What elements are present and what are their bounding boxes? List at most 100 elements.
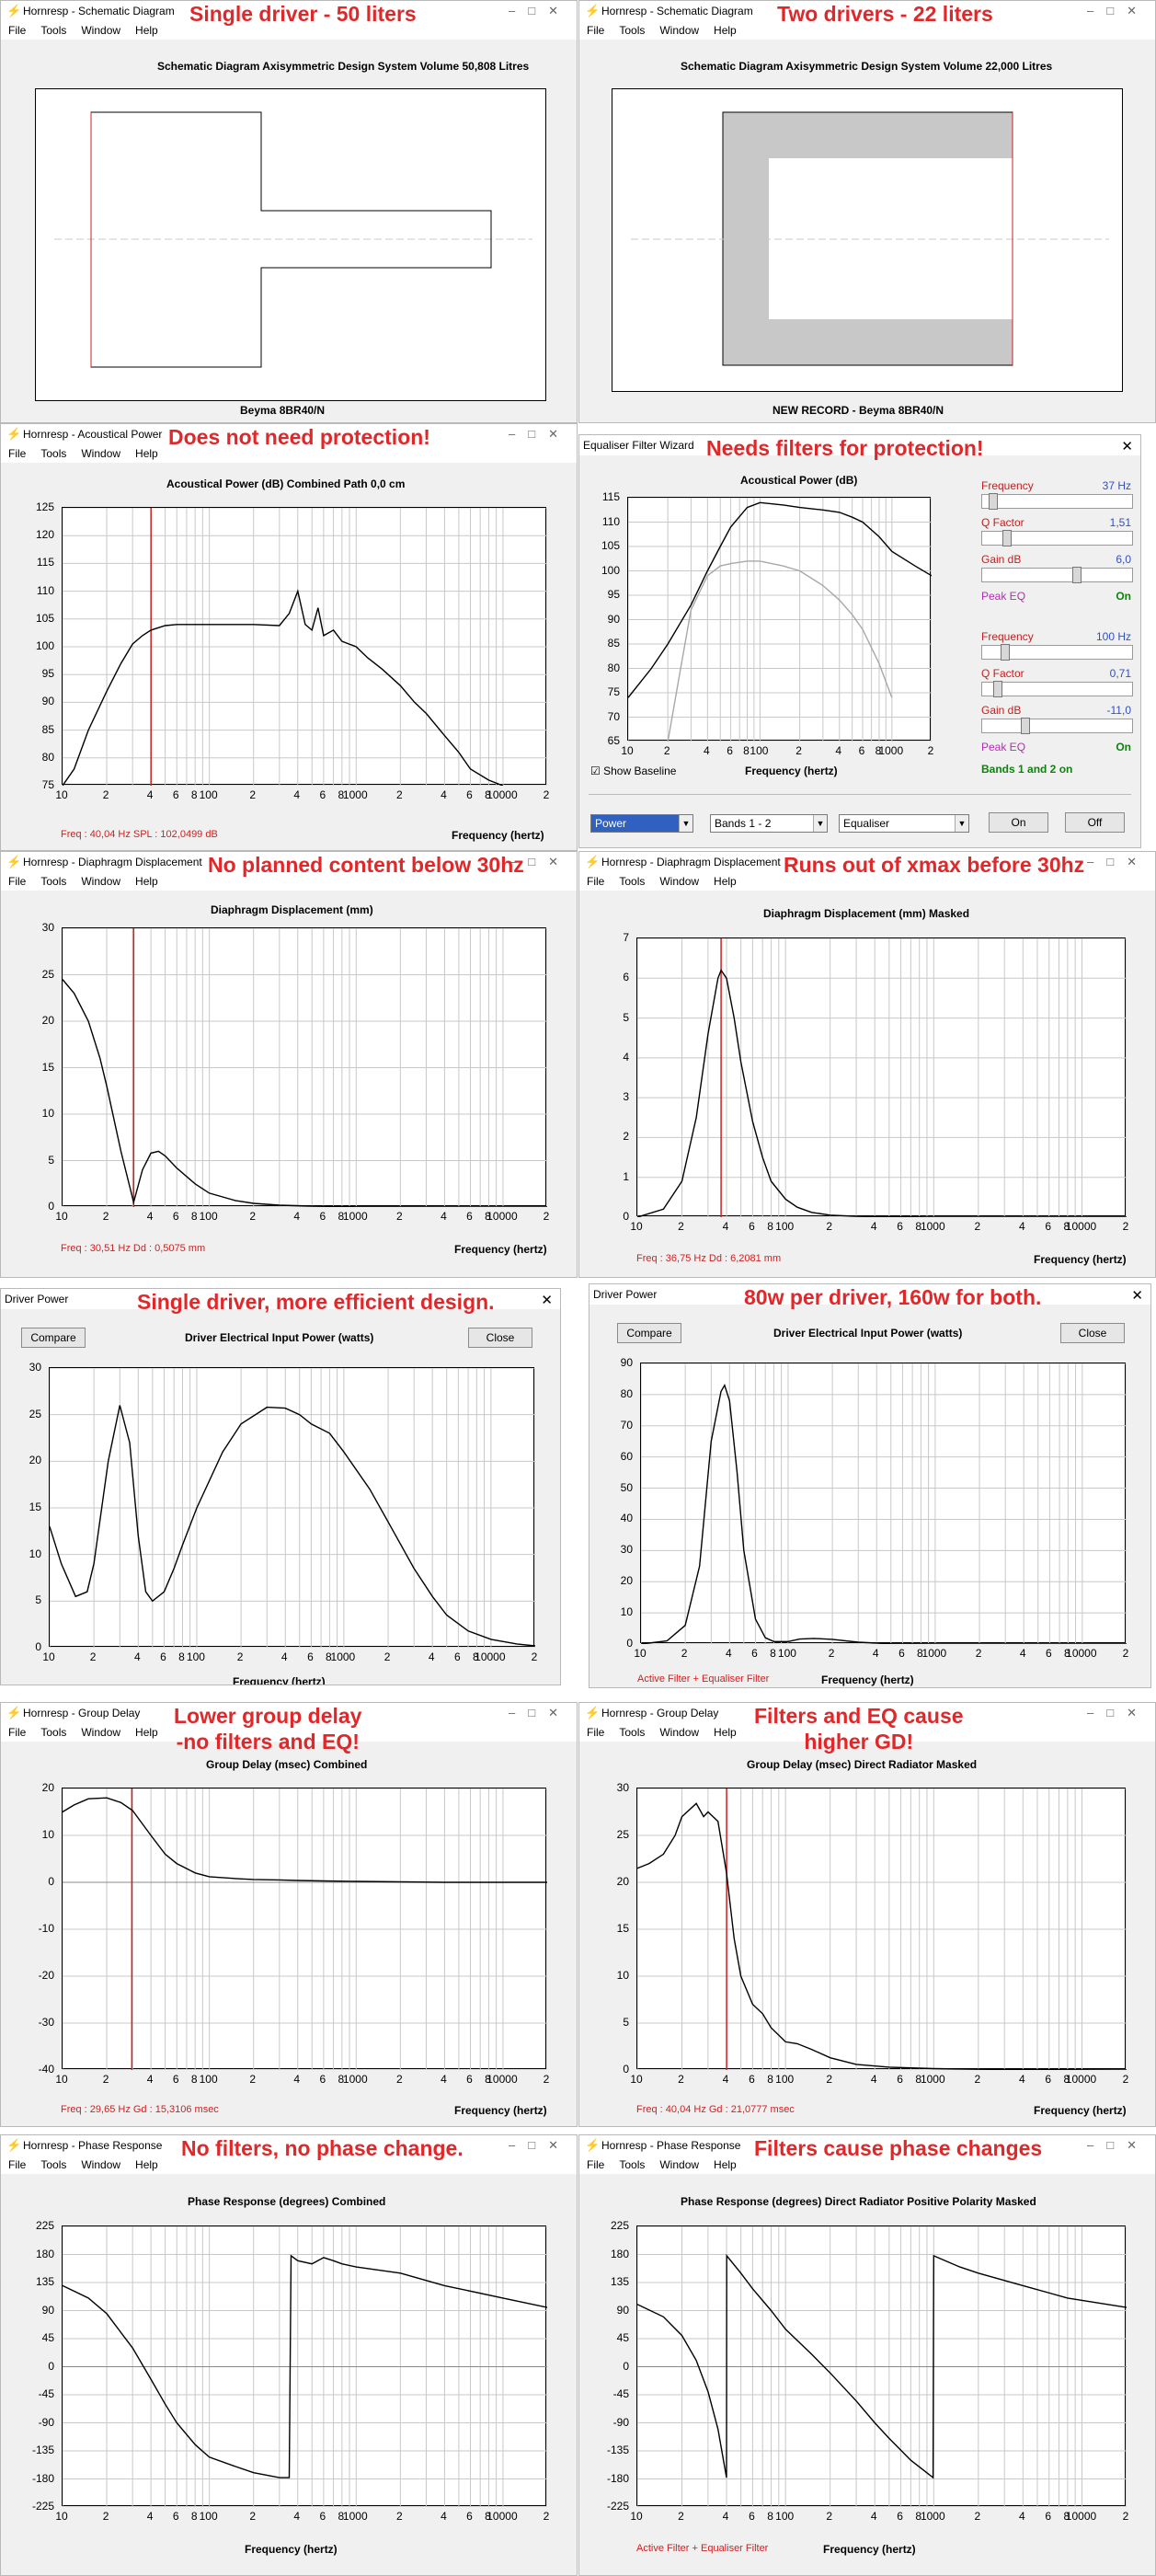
y-tick-label: 45	[616, 2331, 629, 2344]
band1-gain-slider[interactable]	[981, 567, 1133, 583]
menu-file[interactable]: File	[587, 2158, 605, 2171]
menu-bar: File Tools Window Help	[579, 21, 1155, 40]
menu-tools[interactable]: Tools	[40, 24, 67, 37]
x-tick-label: 8	[767, 2073, 773, 2086]
menu-file[interactable]: File	[8, 24, 27, 37]
close-button[interactable]: Close	[468, 1328, 532, 1348]
menu-file[interactable]: File	[8, 2158, 27, 2171]
menu-window[interactable]: Window	[659, 2158, 700, 2171]
window-buttons[interactable]: –□✕	[509, 1706, 571, 1719]
window-buttons[interactable]: –□✕	[1087, 2138, 1150, 2152]
on-button[interactable]: On	[989, 812, 1048, 833]
title-bar: Driver Power ✕	[1, 1289, 560, 1309]
menu-window[interactable]: Window	[81, 24, 121, 37]
speaker-icon: ⚡	[6, 855, 22, 868]
menu-window[interactable]: Window	[659, 1726, 700, 1739]
band1-frequency-slider[interactable]	[981, 493, 1133, 510]
window-buttons[interactable]: –□✕	[1087, 1706, 1150, 1719]
x-tick-label: 2	[663, 744, 670, 757]
x-tick-label: 100	[777, 1647, 796, 1660]
menu-file[interactable]: File	[8, 1726, 27, 1739]
title-bar: ⚡ Hornresp - Acoustical Power –□✕	[1, 424, 577, 444]
menu-file[interactable]: File	[587, 875, 605, 888]
x-tick-label: 2	[249, 2073, 257, 2086]
plot-area	[62, 927, 547, 1207]
bands-select[interactable]: Bands 1 - 2 ▼	[710, 814, 828, 833]
menu-tools[interactable]: Tools	[40, 1726, 67, 1739]
menu-help[interactable]: Help	[135, 447, 158, 460]
y-tick-label: 120	[35, 528, 54, 542]
menu-file[interactable]: File	[587, 1726, 605, 1739]
close-icon[interactable]: ✕	[541, 1293, 553, 1308]
close-button[interactable]: Close	[1060, 1323, 1125, 1343]
band2-gain-slider[interactable]	[981, 718, 1133, 734]
menu-file[interactable]: File	[587, 24, 605, 37]
compare-button[interactable]: Compare	[21, 1328, 86, 1348]
menu-window[interactable]: Window	[81, 1726, 121, 1739]
compare-button[interactable]: Compare	[617, 1323, 681, 1343]
menu-tools[interactable]: Tools	[40, 447, 67, 460]
displacement-window-2: ⚡ Hornresp - Diaphragm Displacement –□✕ Fi…	[578, 851, 1156, 1278]
menu-window[interactable]: Window	[81, 875, 121, 888]
x-tick-label: 4	[1019, 2510, 1025, 2523]
off-button[interactable]: Off	[1065, 812, 1125, 833]
annotation: Filters and EQ cause higher GD!	[754, 1704, 964, 1754]
filter-type-select[interactable]: Equaliser ▼	[839, 814, 969, 833]
band2-q-slider[interactable]	[981, 681, 1133, 697]
window-buttons[interactable]: –□✕	[1087, 4, 1150, 17]
menu-help[interactable]: Help	[135, 875, 158, 888]
band2-frequency-value: 100 Hz	[1095, 630, 1131, 643]
plot-svg	[63, 928, 547, 1207]
annotation: Runs out of xmax before 30hz	[784, 853, 1085, 877]
series-line-1	[637, 2253, 1127, 2479]
menu-tools[interactable]: Tools	[40, 875, 67, 888]
menu-window[interactable]: Window	[81, 447, 121, 460]
close-icon[interactable]: ✕	[1131, 1288, 1143, 1304]
window-buttons[interactable]: –□✕	[509, 427, 571, 441]
menu-help[interactable]: Help	[135, 24, 158, 37]
show-baseline-checkbox[interactable]: ☑ Show Baseline	[590, 765, 677, 777]
menu-file[interactable]: File	[8, 447, 27, 460]
plot-area	[636, 1788, 1127, 2070]
menu-help[interactable]: Help	[714, 1726, 737, 1739]
menu-file[interactable]: File	[8, 875, 27, 888]
y-tick-label: -90	[38, 2415, 54, 2429]
band2-frequency-slider[interactable]	[981, 644, 1133, 661]
menu-window[interactable]: Window	[659, 875, 700, 888]
menu-help[interactable]: Help	[714, 24, 737, 37]
y-tick-label: 0	[623, 2359, 629, 2373]
schematic-window-1: ⚡ Hornresp - Schematic Diagram –□✕ File Too…	[0, 0, 578, 423]
x-tick-label: 100	[199, 2073, 218, 2086]
menu-help[interactable]: Help	[714, 875, 737, 888]
window-buttons[interactable]: –□✕	[509, 2138, 571, 2152]
menu-help[interactable]: Help	[135, 2158, 158, 2171]
menu-tools[interactable]: Tools	[40, 2158, 67, 2171]
window-buttons[interactable]: –□✕	[509, 4, 571, 17]
mode-select[interactable]: Power ▼	[590, 814, 693, 833]
window-buttons[interactable]: –□✕	[509, 855, 571, 868]
menu-window[interactable]: Window	[81, 2158, 121, 2171]
menu-window[interactable]: Window	[659, 24, 700, 37]
window-buttons[interactable]: –□✕	[1087, 855, 1150, 868]
band1-frequency-label: Frequency	[981, 479, 1034, 492]
menu-tools[interactable]: Tools	[619, 24, 646, 37]
menu-help[interactable]: Help	[714, 2158, 737, 2171]
x-tick-label: 2	[974, 2510, 981, 2523]
plot-area	[636, 2225, 1127, 2507]
menu-help[interactable]: Help	[135, 1726, 158, 1739]
x-tick-label: 1000	[342, 2510, 368, 2523]
plot-area	[62, 507, 547, 786]
y-tick-label: -45	[38, 2387, 54, 2400]
cursor-readout: Freq : 40,04 Hz SPL : 102,0499 dB	[61, 829, 218, 840]
y-tick-label: 10	[41, 1828, 54, 1841]
x-tick-label: 1000	[920, 2510, 945, 2523]
menu-tools[interactable]: Tools	[619, 875, 646, 888]
band1-q-slider[interactable]	[981, 530, 1133, 546]
menu-tools[interactable]: Tools	[619, 2158, 646, 2171]
x-axis-title: Frequency (hertz)	[821, 1673, 914, 1686]
close-icon[interactable]: ✕	[1121, 439, 1133, 454]
title-bar: ⚡ Hornresp - Schematic Diagram –□✕	[579, 1, 1155, 21]
x-tick-label: 10000	[1065, 2510, 1097, 2523]
menu-tools[interactable]: Tools	[619, 1726, 646, 1739]
y-tick-label: 125	[35, 500, 54, 513]
